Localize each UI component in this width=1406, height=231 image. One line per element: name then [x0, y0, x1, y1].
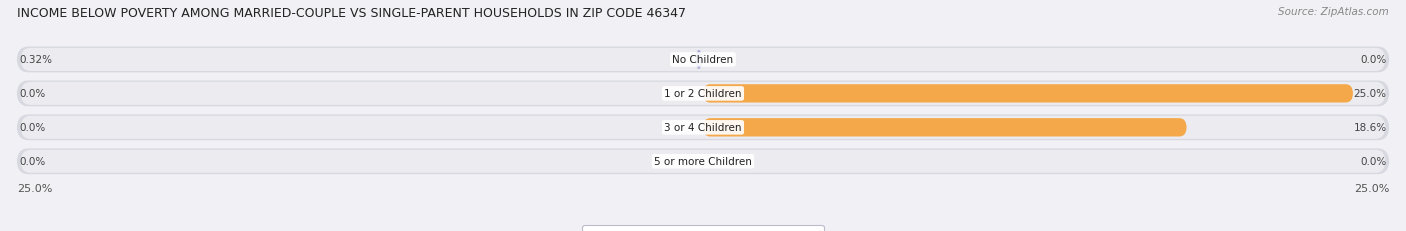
FancyBboxPatch shape	[21, 82, 1385, 106]
Text: 25.0%: 25.0%	[17, 184, 52, 194]
Text: 0.32%: 0.32%	[20, 55, 52, 65]
FancyBboxPatch shape	[17, 81, 1389, 107]
FancyBboxPatch shape	[703, 119, 1187, 137]
Text: 25.0%: 25.0%	[1354, 184, 1389, 194]
Text: No Children: No Children	[672, 55, 734, 65]
FancyBboxPatch shape	[17, 115, 1389, 141]
Text: 25.0%: 25.0%	[1354, 89, 1386, 99]
Text: 5 or more Children: 5 or more Children	[654, 157, 752, 167]
Legend: Married Couples, Single Parents: Married Couples, Single Parents	[582, 225, 824, 231]
Text: 0.0%: 0.0%	[1361, 157, 1386, 167]
FancyBboxPatch shape	[17, 149, 1389, 174]
Text: 0.0%: 0.0%	[1361, 55, 1386, 65]
FancyBboxPatch shape	[21, 49, 1385, 72]
FancyBboxPatch shape	[695, 51, 703, 69]
Text: INCOME BELOW POVERTY AMONG MARRIED-COUPLE VS SINGLE-PARENT HOUSEHOLDS IN ZIP COD: INCOME BELOW POVERTY AMONG MARRIED-COUPL…	[17, 7, 686, 20]
FancyBboxPatch shape	[17, 47, 1389, 73]
Text: 0.0%: 0.0%	[20, 123, 45, 133]
Text: 1 or 2 Children: 1 or 2 Children	[664, 89, 742, 99]
Text: 0.0%: 0.0%	[20, 157, 45, 167]
Text: 0.0%: 0.0%	[20, 89, 45, 99]
Text: Source: ZipAtlas.com: Source: ZipAtlas.com	[1278, 7, 1389, 17]
FancyBboxPatch shape	[703, 85, 1353, 103]
FancyBboxPatch shape	[21, 150, 1385, 173]
Text: 3 or 4 Children: 3 or 4 Children	[664, 123, 742, 133]
Text: 18.6%: 18.6%	[1354, 123, 1386, 133]
FancyBboxPatch shape	[21, 116, 1385, 139]
